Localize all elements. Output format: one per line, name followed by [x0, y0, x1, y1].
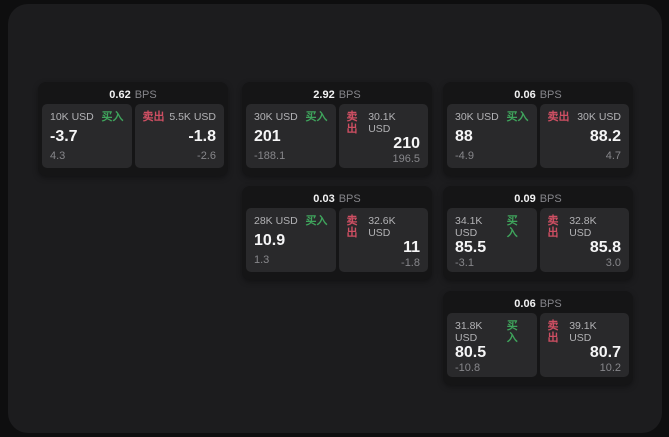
sell-price: 210 — [393, 135, 420, 152]
bps-unit-label: BPS — [539, 298, 562, 310]
price-panes: 30K USD 买入 88 -4.9 卖出 30K USD 88.2 4.7 — [447, 104, 629, 168]
sell-side-label: 卖出 — [346, 215, 358, 239]
price-panes: 10K USD 买入 -3.7 4.3 卖出 5.5K USD -1.8 -2.… — [42, 104, 224, 168]
buy-subvalue: -10.8 — [455, 362, 481, 374]
sell-subvalue: 4.7 — [605, 150, 621, 162]
card-header: 0.06 BPS — [447, 86, 629, 104]
quote-card: 0.06 BPS 31.8K USD 买入 80.5 -10.8 卖出 39.1… — [443, 291, 633, 385]
sell-panel[interactable]: 卖出 39.1K USD 80.7 10.2 — [539, 313, 629, 377]
buy-side-label: 买入 — [506, 111, 529, 123]
sell-amount: 39.1K USD — [569, 320, 597, 344]
buy-amount: 30K USD — [254, 111, 298, 123]
sell-price: 85.8 — [589, 239, 621, 256]
buy-amount: 10K USD — [50, 111, 94, 123]
buy-amount: 31.8K USD — [455, 320, 483, 344]
bps-value: 0.09 — [514, 193, 536, 205]
sell-panel[interactable]: 卖出 30K USD 88.2 4.7 — [539, 104, 629, 168]
quote-card: 0.62 BPS 10K USD 买入 -3.7 4.3 卖出 5.5K USD… — [38, 82, 228, 176]
buy-panel[interactable]: 28K USD 买入 10.9 1.3 — [246, 208, 336, 272]
buy-price: 201 — [254, 127, 281, 145]
buy-side-label: 买入 — [506, 215, 518, 239]
bps-unit-label: BPS — [338, 193, 361, 205]
sell-price: 88.2 — [589, 127, 621, 145]
sell-amount: 32.6K USD — [368, 215, 396, 239]
sell-amount: 5.5K USD — [169, 111, 216, 123]
price-panes: 28K USD 买入 10.9 1.3 卖出 32.6K USD 11 -1.8 — [246, 208, 428, 272]
sell-subvalue: 10.2 — [599, 362, 621, 374]
buy-price: 85.5 — [455, 239, 487, 256]
sell-amount: 30K USD — [577, 111, 621, 123]
price-panes: 34.1K USD 买入 85.5 -3.1 卖出 32.8K USD 85.8… — [447, 208, 629, 272]
bps-value: 0.62 — [109, 89, 131, 101]
sell-price: 11 — [403, 239, 420, 256]
sell-panel[interactable]: 卖出 30.1K USD 210 196.5 — [338, 104, 428, 168]
buy-side-label: 买入 — [305, 215, 328, 227]
bps-unit-label: BPS — [134, 89, 157, 101]
buy-subvalue: 4.3 — [50, 150, 66, 162]
card-header: 2.92 BPS — [246, 86, 428, 104]
buy-subvalue: 1.3 — [254, 254, 270, 266]
sell-side-label: 卖出 — [547, 320, 559, 344]
buy-price: 10.9 — [254, 231, 286, 249]
buy-subvalue: -4.9 — [455, 150, 474, 162]
sell-price: 80.7 — [589, 344, 621, 361]
sell-subvalue: -2.6 — [197, 150, 216, 162]
bps-unit-label: BPS — [539, 193, 562, 205]
bps-value: 2.92 — [313, 89, 335, 101]
card-header: 0.06 BPS — [447, 295, 629, 313]
sell-side-label: 卖出 — [547, 215, 559, 239]
buy-panel[interactable]: 30K USD 买入 88 -4.9 — [447, 104, 537, 168]
buy-price: 88 — [455, 127, 473, 145]
sell-panel[interactable]: 卖出 32.6K USD 11 -1.8 — [338, 208, 428, 272]
buy-side-label: 买入 — [101, 111, 124, 123]
bps-unit-label: BPS — [539, 89, 562, 101]
buy-amount: 28K USD — [254, 215, 298, 227]
sell-panel[interactable]: 卖出 5.5K USD -1.8 -2.6 — [134, 104, 224, 168]
buy-subvalue: -188.1 — [254, 150, 286, 162]
bps-unit-label: BPS — [338, 89, 361, 101]
buy-panel[interactable]: 30K USD 买入 201 -188.1 — [246, 104, 336, 168]
buy-subvalue: -3.1 — [455, 257, 474, 269]
sell-side-label: 卖出 — [346, 111, 358, 135]
sell-amount: 30.1K USD — [368, 111, 396, 135]
price-panes: 31.8K USD 买入 80.5 -10.8 卖出 39.1K USD 80.… — [447, 313, 629, 377]
price-panes: 30K USD 买入 201 -188.1 卖出 30.1K USD 210 1… — [246, 104, 428, 168]
buy-side-label: 买入 — [506, 320, 518, 344]
buy-side-label: 买入 — [305, 111, 328, 123]
sell-subvalue: 196.5 — [392, 153, 420, 165]
sell-subvalue: 3.0 — [605, 257, 621, 269]
bps-value: 0.03 — [313, 193, 335, 205]
buy-amount: 30K USD — [455, 111, 499, 123]
quote-card: 0.09 BPS 34.1K USD 买入 85.5 -3.1 卖出 32.8K… — [443, 186, 633, 280]
sell-side-label: 卖出 — [547, 111, 570, 123]
buy-panel[interactable]: 31.8K USD 买入 80.5 -10.8 — [447, 313, 537, 377]
bps-value: 0.06 — [514, 89, 536, 101]
sell-panel[interactable]: 卖出 32.8K USD 85.8 3.0 — [539, 208, 629, 272]
buy-price: 80.5 — [455, 344, 487, 361]
sell-side-label: 卖出 — [142, 111, 165, 123]
buy-price: -3.7 — [50, 127, 78, 145]
card-header: 0.62 BPS — [42, 86, 224, 104]
buy-panel[interactable]: 10K USD 买入 -3.7 4.3 — [42, 104, 132, 168]
buy-panel[interactable]: 34.1K USD 买入 85.5 -3.1 — [447, 208, 537, 272]
card-header: 0.03 BPS — [246, 190, 428, 208]
quote-card: 0.06 BPS 30K USD 买入 88 -4.9 卖出 30K USD 8… — [443, 82, 633, 176]
bps-value: 0.06 — [514, 298, 536, 310]
card-header: 0.09 BPS — [447, 190, 629, 208]
buy-amount: 34.1K USD — [455, 215, 483, 239]
sell-amount: 32.8K USD — [569, 215, 597, 239]
sell-subvalue: -1.8 — [401, 257, 420, 269]
quote-card: 0.03 BPS 28K USD 买入 10.9 1.3 卖出 32.6K US… — [242, 186, 432, 280]
quote-card: 2.92 BPS 30K USD 买入 201 -188.1 卖出 30.1K … — [242, 82, 432, 176]
sell-price: -1.8 — [188, 127, 216, 145]
